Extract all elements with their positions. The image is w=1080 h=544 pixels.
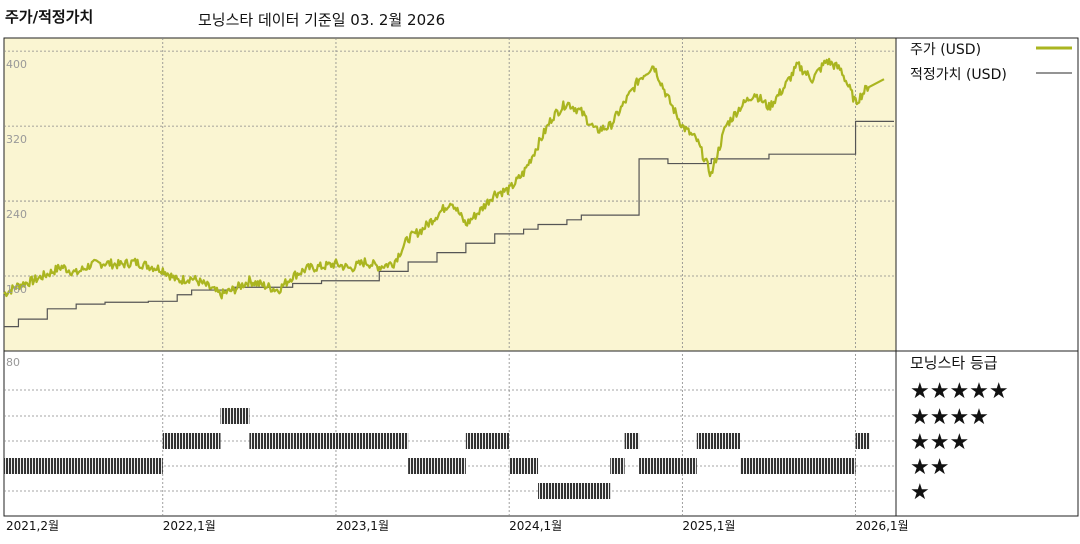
rating-bar	[335, 433, 409, 449]
x-tick-label: 2025,1월	[682, 519, 735, 533]
fair-value-line	[4, 120, 894, 328]
y-tick-label: 320	[6, 133, 27, 146]
rating-bar	[4, 458, 163, 474]
rating-panel-title: 모닝스타 등급	[910, 354, 998, 372]
rating-level-label: ★★	[910, 455, 949, 480]
plot-background	[4, 38, 896, 351]
rating-bar	[538, 483, 611, 499]
x-tick-label: 2024,1월	[509, 519, 562, 533]
left-title: 주가/적정가치	[5, 8, 93, 26]
x-tick-label: 2021,2월	[6, 519, 59, 533]
rating-bar	[465, 433, 510, 449]
rating-bar	[162, 433, 221, 449]
subtitle: 모닝스타 데이터 기준일 03. 2월 2026	[198, 11, 445, 29]
rating-bar	[263, 433, 293, 449]
x-tick-label: 2023,1월	[336, 519, 389, 533]
rating-bar	[624, 433, 640, 449]
x-tick-label: 2026,1월	[856, 519, 909, 533]
rating-bar	[509, 458, 539, 474]
x-tick-label: 2022,1월	[163, 519, 216, 533]
plot-frame	[3, 37, 1079, 517]
rating-bar	[639, 458, 697, 474]
rating-bar	[220, 408, 250, 424]
price-line	[3, 57, 885, 300]
rating-level-label: ★★★★	[910, 405, 989, 430]
y-tick-label: 80	[6, 356, 20, 369]
y-tick-label: 400	[6, 58, 27, 71]
y-tick-label: 160	[6, 283, 27, 296]
y-tick-label: 240	[6, 208, 27, 221]
rating-level-label: ★	[910, 480, 930, 505]
rating-bar	[249, 433, 264, 449]
rating-bar	[855, 433, 870, 449]
rating-bar	[292, 433, 336, 449]
legend-price-label: 주가 (USD)	[910, 42, 981, 58]
rating-bar	[740, 458, 856, 474]
rating-bar	[408, 458, 466, 474]
legend-fairvalue-label: 적정가치 (USD)	[910, 67, 1007, 83]
rating-bar	[696, 433, 741, 449]
rating-bar	[610, 458, 625, 474]
rating-level-label: ★★★★★	[910, 379, 1009, 404]
rating-level-label: ★★★	[910, 430, 969, 455]
